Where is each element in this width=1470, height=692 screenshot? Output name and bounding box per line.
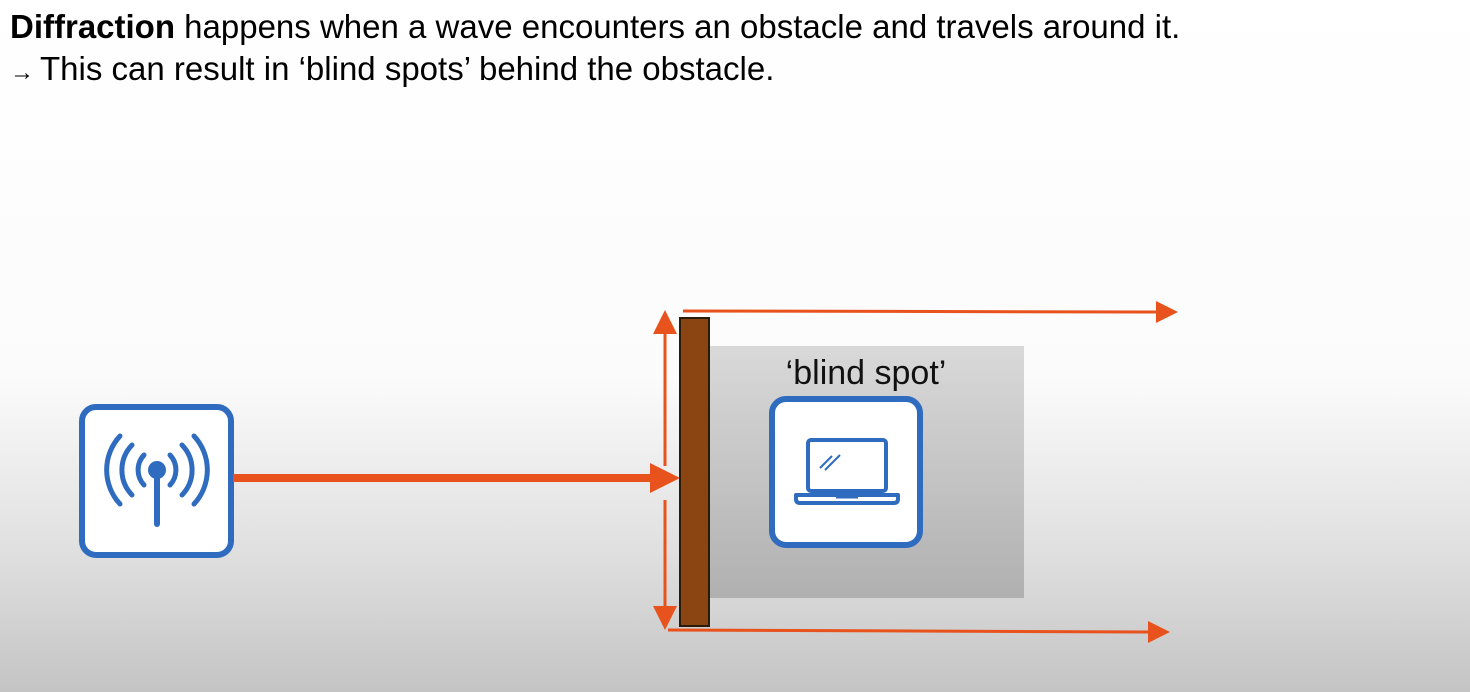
term-diffraction: Diffraction	[10, 8, 175, 45]
consequence-text: This can result in ‘blind spots’ behind …	[40, 50, 775, 87]
consequence-line: → This can result in ‘blind spots’ behind…	[10, 48, 1180, 94]
slide-text: Diffraction happens when a wave encounte…	[10, 6, 1180, 94]
downward-deflection-arrow	[653, 500, 677, 630]
top-diffracted-wave-arrow	[682, 301, 1178, 323]
definition-text: happens when a wave encounters an obstac…	[175, 8, 1181, 45]
definition-line: Diffraction happens when a wave encounte…	[10, 6, 1180, 48]
upward-deflection-arrow	[653, 310, 677, 466]
obstacle	[679, 317, 710, 627]
blind-spot-label: ‘blind spot’	[786, 354, 947, 392]
bottom-diffracted-wave-arrow	[667, 621, 1170, 643]
laptop-icon	[769, 396, 923, 548]
right-arrow-icon: →	[10, 59, 34, 86]
wireless-antenna-icon	[79, 404, 234, 558]
incident-wave-arrow	[233, 463, 680, 493]
